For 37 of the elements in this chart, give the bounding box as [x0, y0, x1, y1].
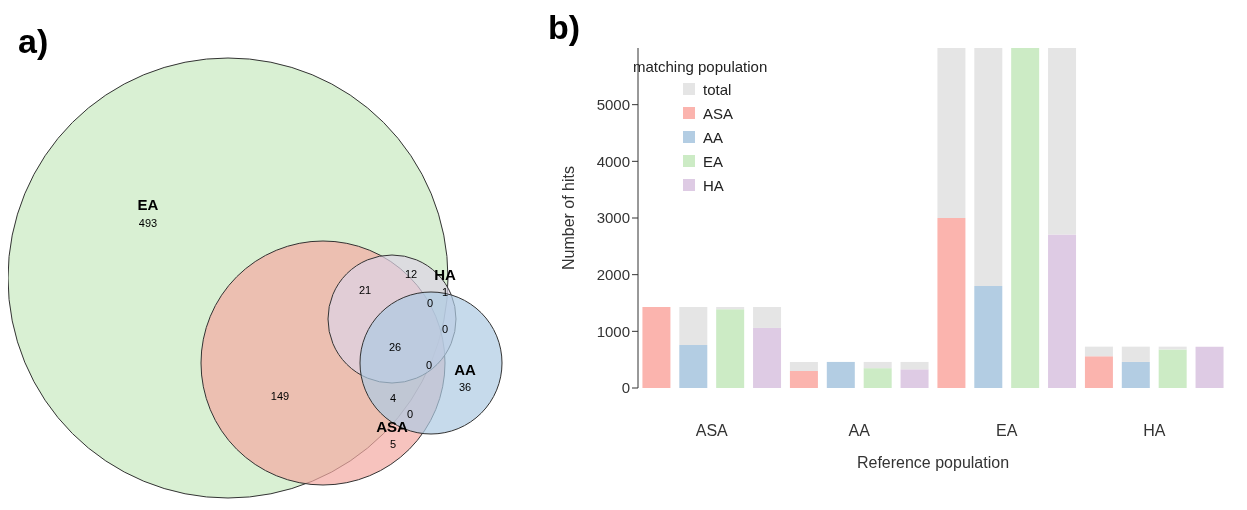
y-tick-label: 3000: [596, 209, 630, 227]
y-tick-label: 5000: [596, 95, 630, 113]
x-axis-title: Reference population: [856, 454, 1010, 471]
y-axis-title: Number of hits: [559, 165, 577, 271]
text: 4: [389, 391, 397, 404]
text: 0: [426, 296, 434, 309]
text: 36: [458, 380, 472, 393]
text: 12: [404, 267, 418, 280]
chart-title: b): [548, 8, 581, 47]
text: 149: [270, 389, 290, 402]
y-tick-label: 2000: [596, 265, 630, 283]
y-tick-label: 1000: [596, 322, 630, 340]
category-label: ASA: [376, 417, 408, 435]
text: 493: [138, 216, 158, 229]
category-label: HA: [434, 265, 456, 283]
category-label: AA: [454, 360, 476, 378]
text: 5: [389, 437, 397, 450]
text: 26: [388, 340, 402, 353]
legend-title: matching population: [633, 58, 768, 75]
legend-label: total: [703, 80, 732, 98]
legend-label: HA: [703, 176, 724, 194]
text: HA: [1143, 422, 1166, 439]
text: 1: [441, 285, 449, 298]
text: 0: [425, 358, 433, 371]
text: EA: [996, 422, 1018, 439]
text: 21: [358, 283, 372, 296]
y-tick-label: 4000: [596, 152, 630, 170]
legend-label: ASA: [703, 104, 734, 122]
legend-label: AA: [703, 128, 724, 146]
text: 0: [406, 407, 414, 420]
y-tick-label: 0: [621, 379, 630, 397]
text: 0: [441, 322, 449, 335]
legend-label: EA: [703, 152, 724, 170]
text: AA: [848, 422, 871, 439]
category-label: EA: [137, 195, 159, 213]
text: a): [18, 22, 49, 60]
text: ASA: [695, 422, 729, 439]
